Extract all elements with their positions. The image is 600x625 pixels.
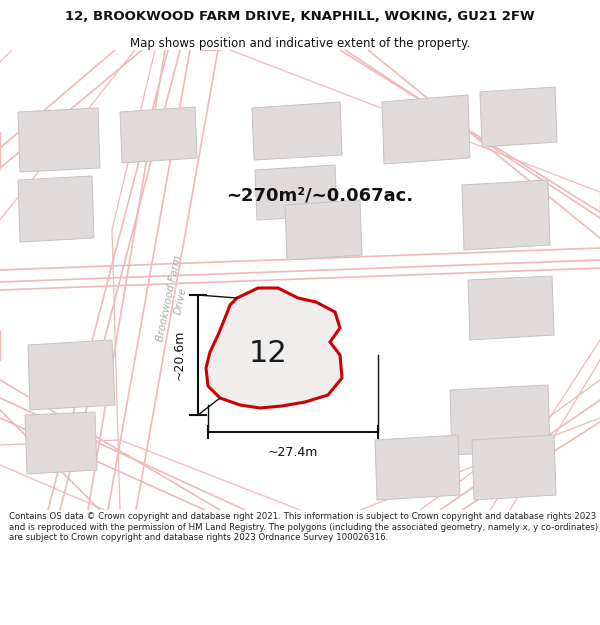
Polygon shape — [206, 288, 342, 408]
Polygon shape — [472, 435, 556, 500]
Text: 12: 12 — [248, 339, 287, 368]
Text: Brookwood Farm
Drive: Brookwood Farm Drive — [155, 255, 195, 345]
Text: ~27.4m: ~27.4m — [268, 446, 318, 459]
Polygon shape — [375, 435, 460, 500]
Polygon shape — [468, 276, 554, 340]
Polygon shape — [28, 340, 115, 410]
Polygon shape — [25, 412, 97, 474]
Text: ~20.6m: ~20.6m — [173, 330, 186, 380]
Polygon shape — [252, 102, 342, 160]
Polygon shape — [18, 108, 100, 172]
Polygon shape — [120, 107, 197, 163]
Text: 12, BROOKWOOD FARM DRIVE, KNAPHILL, WOKING, GU21 2FW: 12, BROOKWOOD FARM DRIVE, KNAPHILL, WOKI… — [65, 10, 535, 23]
Text: Map shows position and indicative extent of the property.: Map shows position and indicative extent… — [130, 38, 470, 51]
Text: ~270m²/~0.067ac.: ~270m²/~0.067ac. — [226, 186, 413, 204]
Text: Contains OS data © Crown copyright and database right 2021. This information is : Contains OS data © Crown copyright and d… — [9, 512, 598, 542]
Polygon shape — [480, 87, 557, 147]
Polygon shape — [255, 165, 337, 220]
Polygon shape — [450, 385, 550, 455]
Polygon shape — [18, 176, 94, 242]
Polygon shape — [462, 180, 550, 250]
Polygon shape — [285, 200, 362, 260]
Polygon shape — [382, 95, 470, 164]
